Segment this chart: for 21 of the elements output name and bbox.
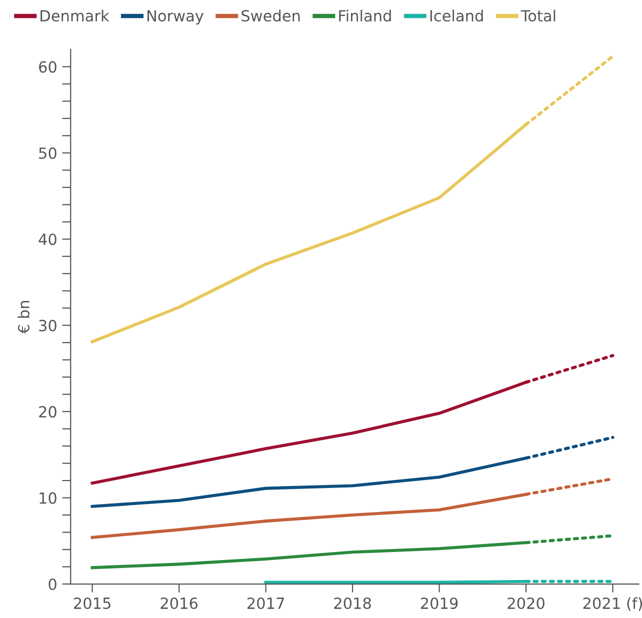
- y-tick-label: 20: [39, 406, 56, 418]
- x-tick-label: 2020: [508, 597, 544, 610]
- legend-label: Finland: [339, 10, 391, 22]
- y-tick-label: 50: [39, 147, 56, 159]
- x-tick-label: 2017: [247, 597, 284, 610]
- legend-label: Norway: [147, 10, 204, 25]
- y-tick-label: 40: [38, 234, 56, 246]
- x-tick-label: 2019: [420, 597, 458, 610]
- y-axis-title: € bn: [18, 301, 30, 334]
- legend-label: Denmark: [40, 10, 110, 22]
- x-tick-label: 2016: [160, 597, 198, 610]
- y-tick-label: 30: [39, 320, 56, 332]
- y-tick-label: 0: [48, 578, 56, 590]
- y-tick-label: 60: [39, 61, 56, 73]
- legend-label: Total: [520, 10, 556, 22]
- legend-label: Iceland: [430, 10, 483, 22]
- legend-label: Sweden: [242, 10, 300, 22]
- x-tick-label: 2021 (f): [583, 597, 642, 611]
- x-tick-label: 2018: [334, 597, 371, 610]
- x-tick-label: 2015: [74, 597, 110, 610]
- y-tick-label: 10: [40, 492, 56, 504]
